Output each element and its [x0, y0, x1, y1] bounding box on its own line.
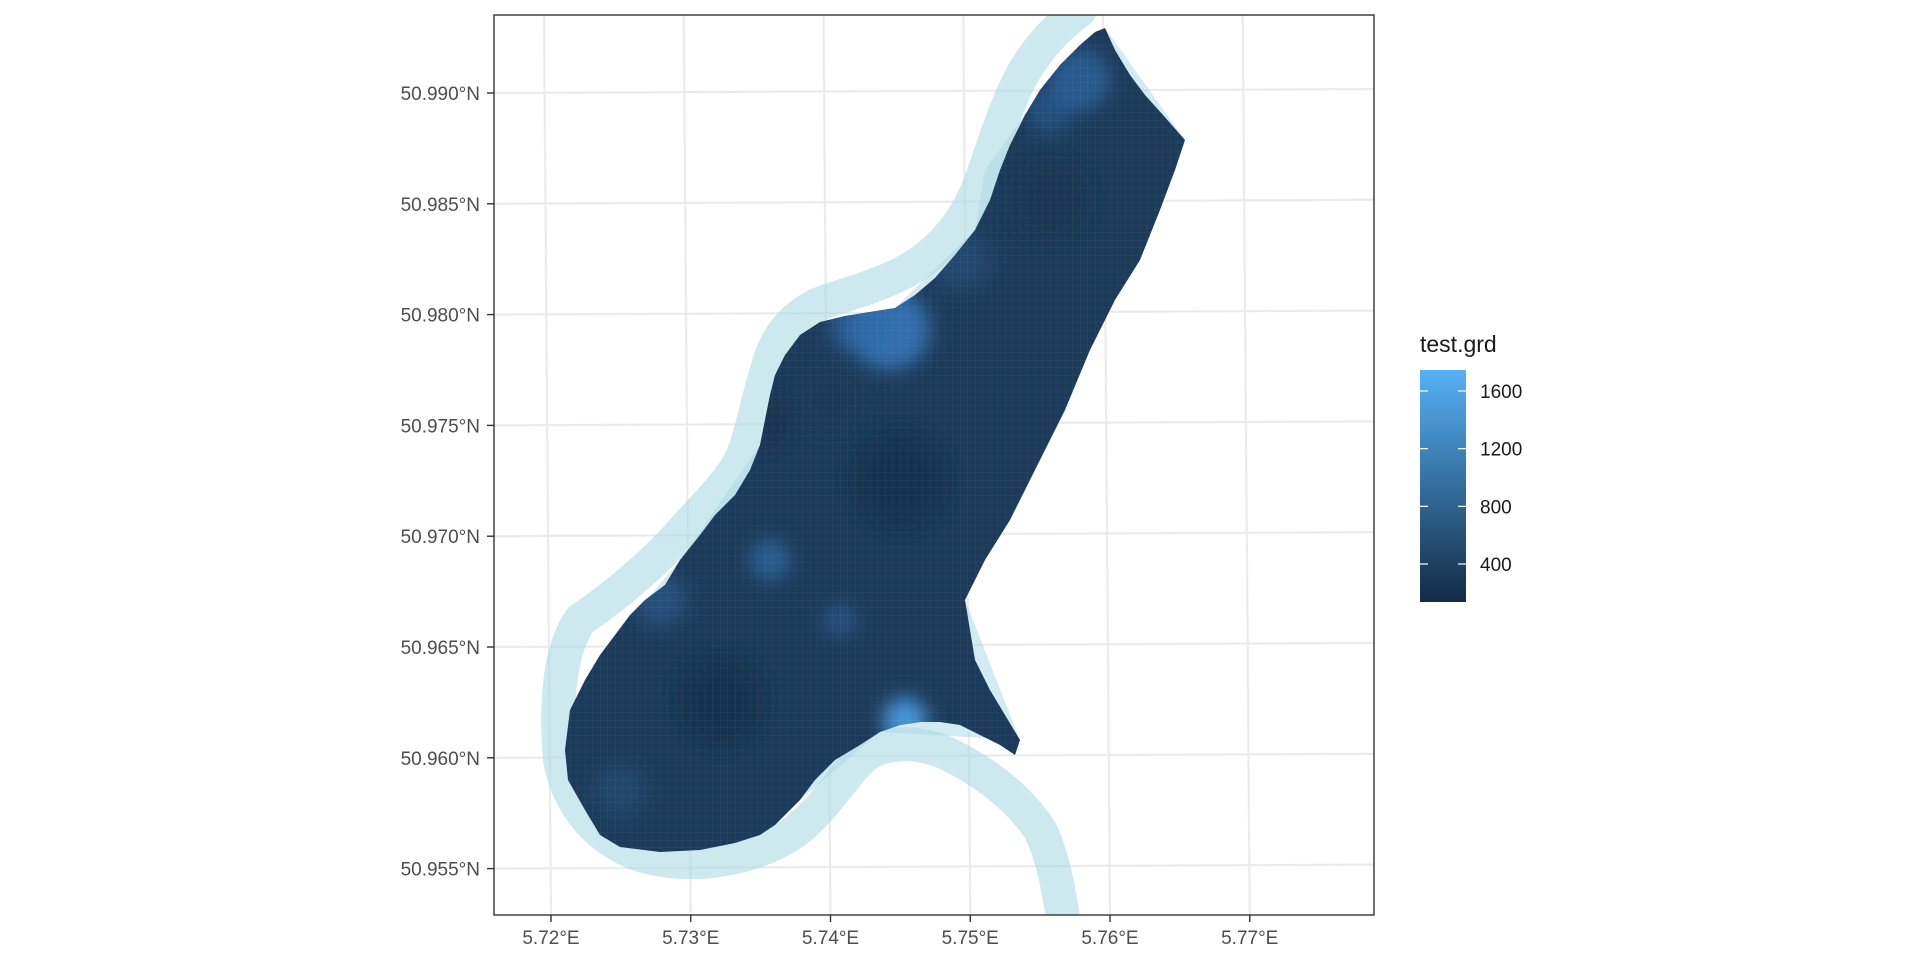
x-tick-label: 5.77°E — [1221, 928, 1278, 949]
x-axis: 5.72°E 5.73°E 5.74°E 5.75°E 5.76°E 5.77°E — [522, 915, 1278, 949]
panel-border — [493, 14, 1375, 916]
meridian-line — [1241, 15, 1251, 915]
legend-label: 400 — [1480, 555, 1512, 576]
x-tick-label: 5.76°E — [1081, 928, 1138, 949]
x-tick-label: 5.74°E — [802, 928, 859, 949]
parallel-line — [494, 198, 1374, 205]
legend-colorbar — [1420, 370, 1466, 602]
y-axis: 50.990°N 50.985°N 50.980°N 50.975°N 50.970°N… — [401, 84, 494, 881]
legend-label: 800 — [1480, 497, 1512, 518]
y-tick-label: 50.985°N — [401, 195, 480, 216]
y-tick-label: 50.970°N — [401, 527, 480, 548]
x-tick-label: 5.72°E — [522, 928, 579, 949]
legend-label: 1200 — [1480, 440, 1522, 461]
x-tick-label: 5.75°E — [942, 928, 999, 949]
y-tick-label: 50.975°N — [401, 416, 480, 437]
legend-label: 1600 — [1480, 382, 1522, 403]
legend-title: test.grd — [1420, 331, 1497, 357]
y-tick-label: 50.990°N — [401, 84, 480, 105]
parallel-line — [494, 87, 1374, 95]
y-tick-label: 50.955°N — [401, 860, 480, 881]
y-tick-label: 50.965°N — [401, 638, 480, 659]
x-tick-label: 5.73°E — [662, 928, 719, 949]
legend: test.grd 1600 1200 800 400 — [1420, 331, 1522, 602]
y-tick-label: 50.980°N — [401, 306, 480, 327]
y-tick-label: 50.960°N — [401, 749, 480, 770]
buffer-band — [541, 15, 1097, 915]
